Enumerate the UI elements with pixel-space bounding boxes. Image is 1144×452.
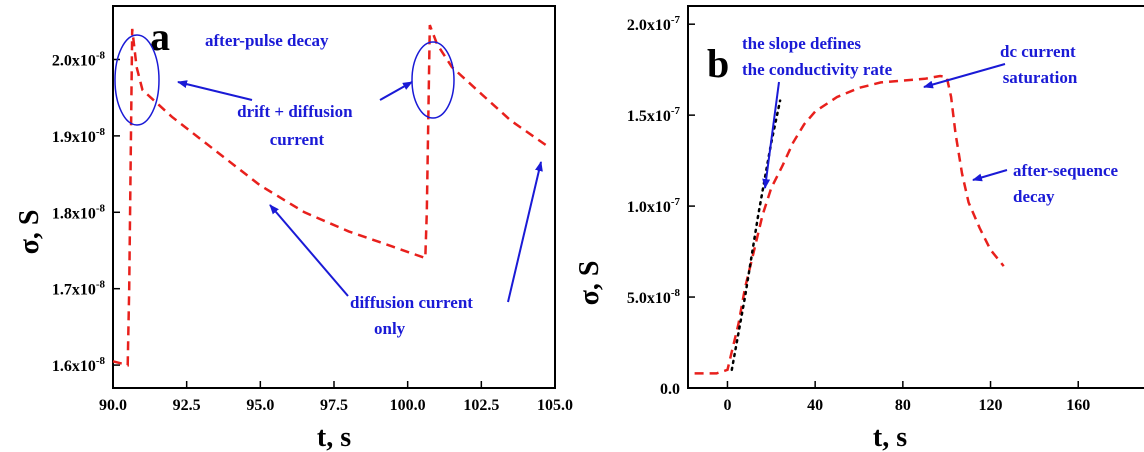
- panel-a-x-tick-label: 92.5: [173, 397, 201, 414]
- panel-a-x-tick-label: 90.0: [99, 397, 127, 414]
- panel-b-slope-line: [730, 99, 782, 372]
- panel-b-x-tick-label: 0: [723, 397, 731, 414]
- arrow-to-slope: [762, 81, 780, 189]
- panel-a-x-tick-label: 100.0: [390, 397, 426, 414]
- arrow-to-after-sequence-decay: [972, 169, 1008, 182]
- panel-b-plot-frame: [687, 5, 1144, 389]
- panel-a-conductivity-curve: [112, 24, 550, 367]
- annotation-slope-defines-rate: the slope defines the conductivity rate: [742, 34, 893, 79]
- panel-a-x-tick-label: 105.0: [537, 397, 573, 414]
- annotation-diffusion-current-only: diffusion current only: [350, 293, 477, 338]
- panel-b-y-tick-label: 1.0x10-7: [627, 196, 681, 216]
- panel-b-y-tick-label: 1.5x10-7: [627, 105, 681, 125]
- panel-a-label: a: [150, 14, 170, 59]
- panel-b-y-tick-label: 0.0: [660, 381, 680, 398]
- panel-b-x-axis-title: t, s: [873, 422, 907, 452]
- panel-a-chart: 90.0 92.5 95.0 97.5 100.0 102.5 105.0 1.6x10-8 1…: [14, 5, 573, 452]
- panel-a-y-axis-title: σ, S: [14, 210, 45, 255]
- arrow-to-saturation: [923, 63, 1006, 89]
- highlight-ellipse-second-peak: [411, 41, 455, 119]
- panel-b-x-tick-label: 40: [807, 397, 823, 414]
- panel-a-y-tick-label: 1.7x10-8: [52, 279, 106, 299]
- panel-b-x-tick-label: 120: [979, 397, 1003, 414]
- annotation-dc-current-saturation: dc current saturation: [1000, 42, 1080, 87]
- arrow-to-second-decay: [507, 161, 543, 303]
- panel-a-x-axis-title: t, s: [317, 422, 351, 452]
- arrow-to-first-peak: [177, 80, 253, 101]
- panel-a-y-tick-label: 2.0x10-8: [52, 49, 106, 69]
- arrow-to-second-peak: [379, 81, 413, 101]
- panel-a-y-tick-label: 1.8x10-8: [52, 202, 106, 222]
- panel-a-y-tick-label: 1.9x10-8: [52, 126, 106, 146]
- panel-b-y-tick-label: 5.0x10-8: [627, 287, 681, 307]
- panel-a-x-tick-label: 102.5: [463, 397, 499, 414]
- panel-b-chart: 0 40 80 120 160 0.0 5.0x10-8 1.0x10-7 1.5x10-7 2.…: [574, 5, 1144, 452]
- panel-b-y-axis-title: σ, S: [574, 261, 605, 306]
- panel-a-y-tick-label: 1.6x10-8: [52, 355, 106, 375]
- panel-b-conductivity-curve: [694, 74, 1005, 375]
- arrow-to-first-decay: [269, 204, 349, 297]
- panel-a-x-tick-label: 95.0: [246, 397, 274, 414]
- annotation-drift-diffusion-current: drift + diffusion current: [237, 102, 357, 149]
- panel-b-label: b: [707, 41, 729, 86]
- highlight-ellipse-first-peak: [114, 34, 160, 126]
- panel-b-y-tick-label: 2.0x10-7: [627, 14, 681, 34]
- annotation-after-pulse-decay: after-pulse decay: [205, 31, 329, 50]
- panel-a-plot-frame: [112, 5, 556, 389]
- panel-a-x-tick-label: 97.5: [320, 397, 348, 414]
- annotation-after-sequence-decay: after-sequence decay: [1013, 161, 1122, 206]
- panel-b-x-tick-label: 160: [1066, 397, 1090, 414]
- panel-b-x-tick-label: 80: [895, 397, 911, 414]
